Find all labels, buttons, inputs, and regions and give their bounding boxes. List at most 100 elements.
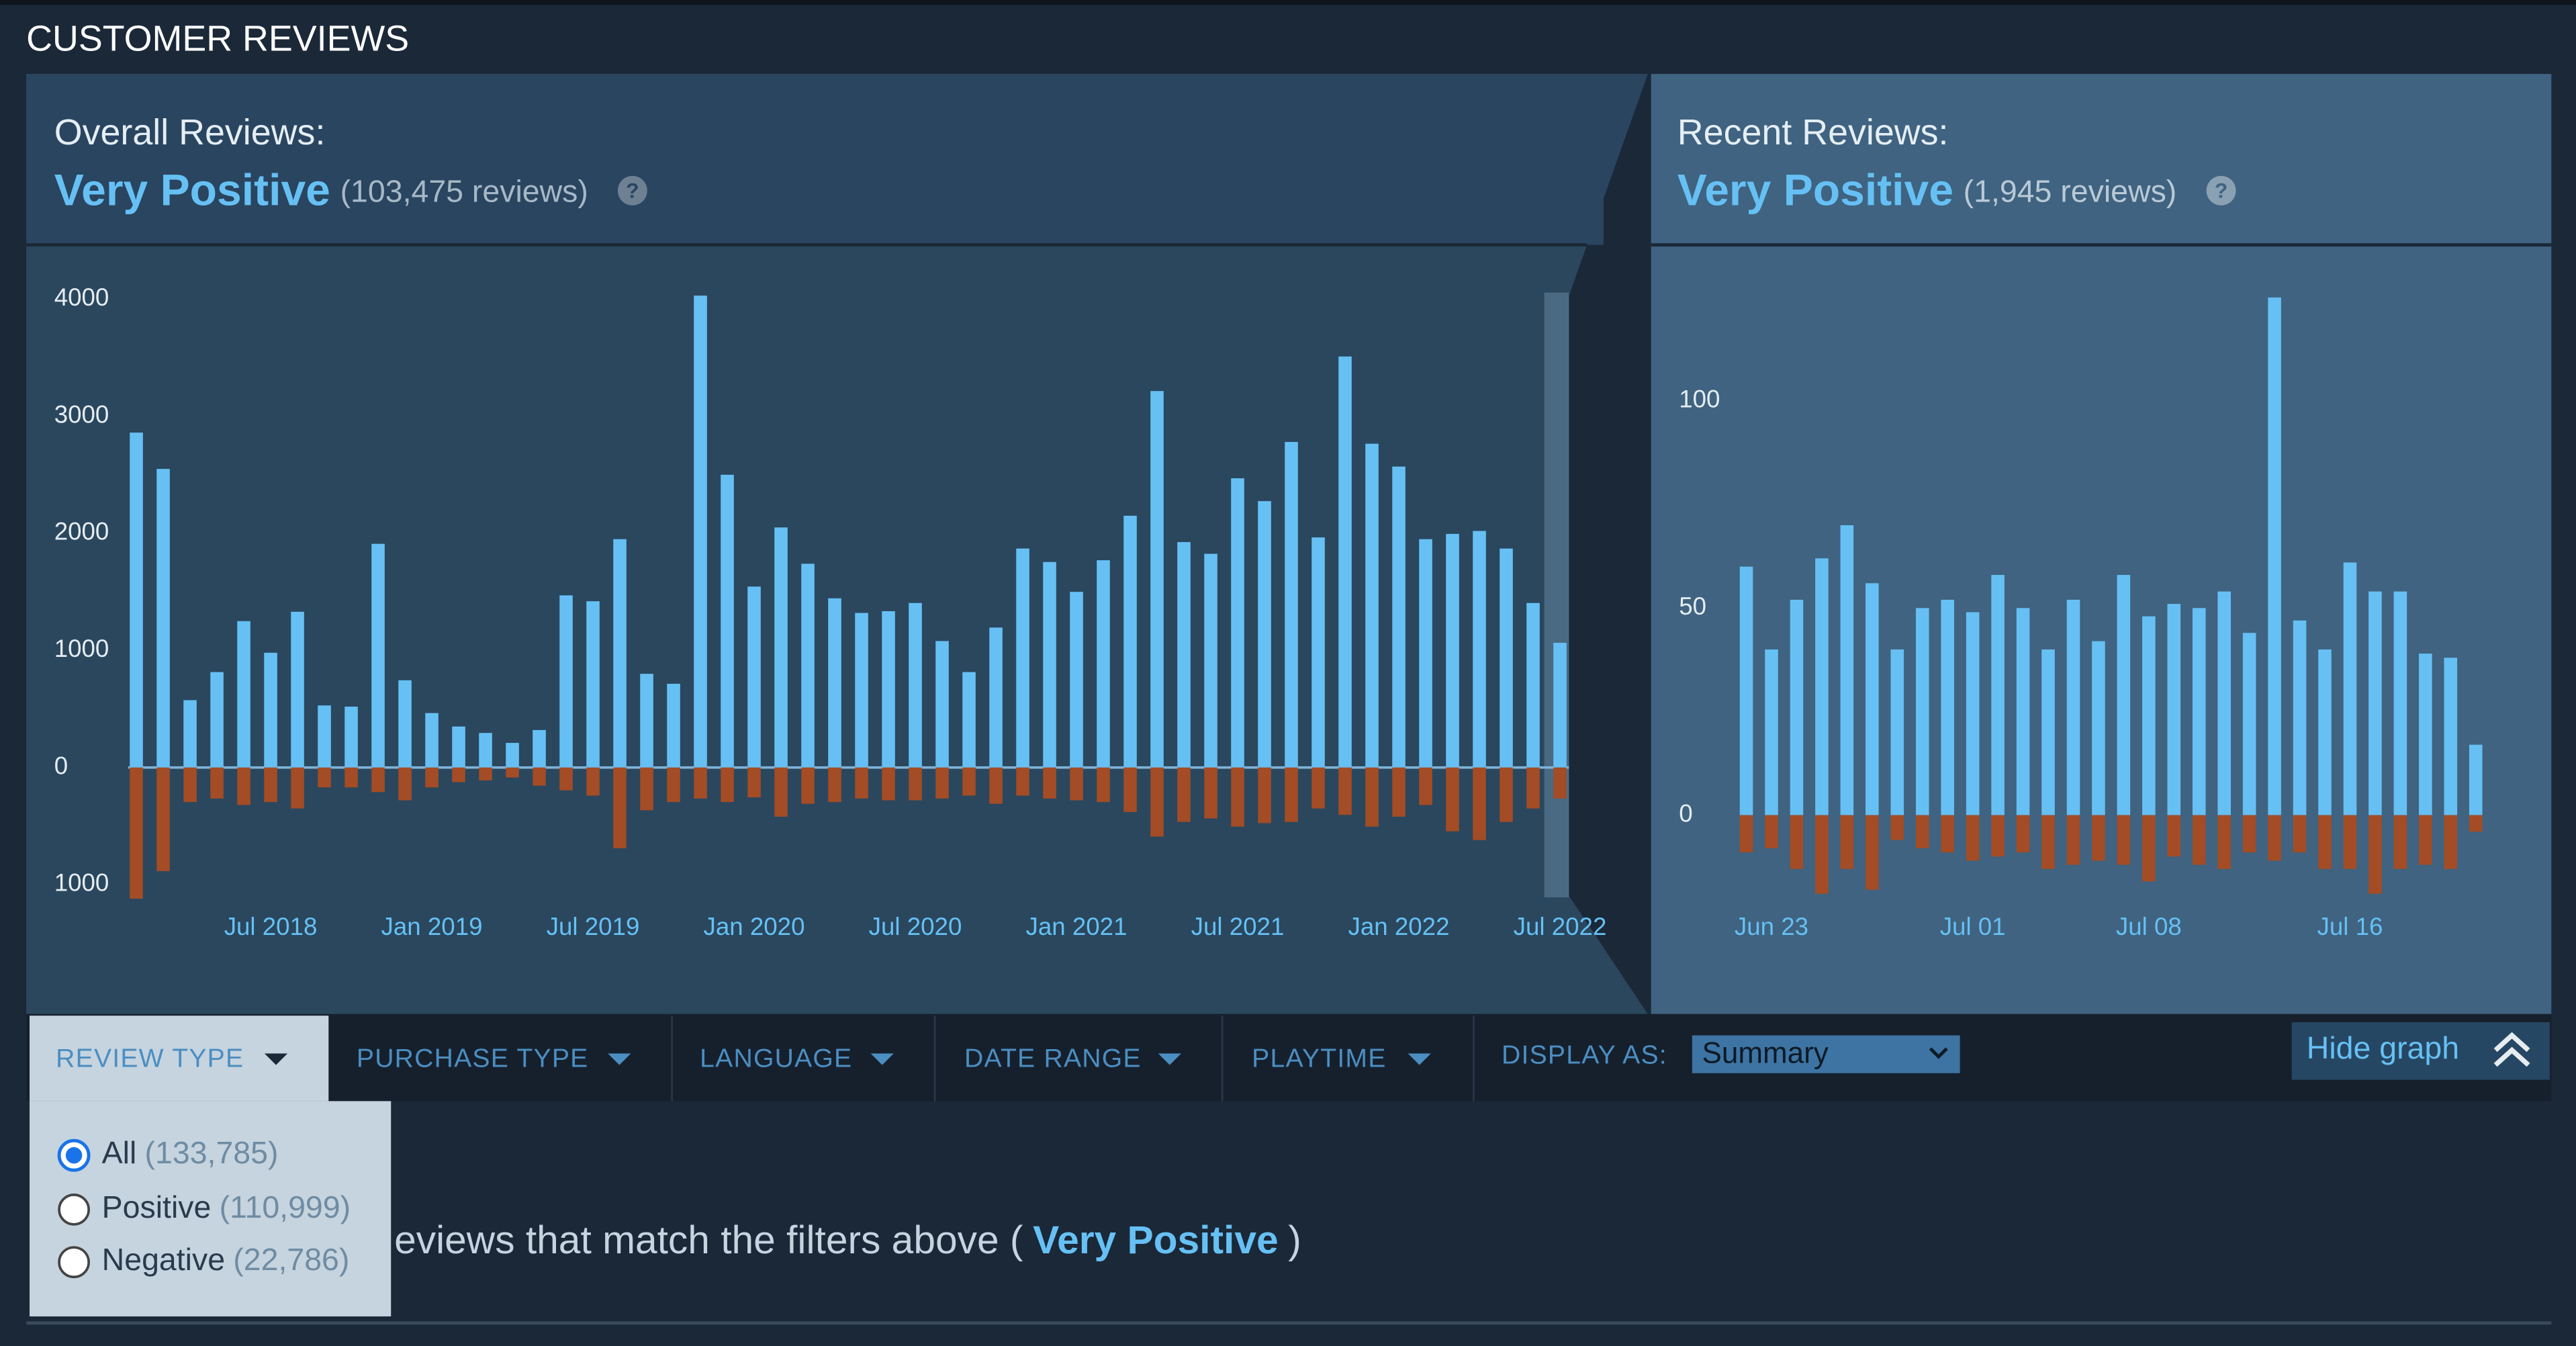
help-text[interactable]: ? xyxy=(626,179,639,203)
bar xyxy=(694,296,707,768)
bar xyxy=(1790,815,1804,869)
summary-close: ) xyxy=(1288,1218,1301,1261)
bar xyxy=(2368,591,2382,815)
bar xyxy=(264,767,277,803)
overall-header-edge xyxy=(1587,74,1648,245)
radio[interactable] xyxy=(58,1194,90,1226)
bar xyxy=(344,707,358,768)
bar xyxy=(506,743,519,768)
y-tick-label: 1000 xyxy=(54,869,109,897)
bar xyxy=(586,601,600,768)
y-tick-label: 0 xyxy=(54,752,68,779)
bar xyxy=(989,767,1003,804)
option-label[interactable]: Positive xyxy=(102,1190,212,1224)
option[interactable]: All (133,785) xyxy=(102,1135,279,1170)
option[interactable]: Positive (110,999) xyxy=(102,1190,351,1224)
bar xyxy=(2318,815,2332,869)
bar xyxy=(989,627,1003,768)
bar xyxy=(882,611,895,768)
bar xyxy=(1312,537,1325,768)
bar xyxy=(183,767,197,803)
caret xyxy=(1408,1053,1431,1065)
display-value[interactable]: Summary xyxy=(1702,1037,1829,1070)
bar xyxy=(2016,608,2030,815)
bar xyxy=(130,767,143,899)
hide-graph-label[interactable]: Hide graph xyxy=(2307,1030,2459,1065)
radio[interactable] xyxy=(58,1246,90,1279)
bar xyxy=(2217,815,2231,869)
bar xyxy=(1419,539,1432,768)
bar xyxy=(1941,599,1954,815)
bar xyxy=(882,767,895,801)
hide-graph-button[interactable] xyxy=(2291,1022,2550,1080)
section-title: CUSTOMER REVIEWS xyxy=(26,18,409,58)
overall-rating: Very Positive xyxy=(54,165,330,215)
bar xyxy=(533,729,546,768)
bar xyxy=(2142,616,2156,815)
bar xyxy=(1991,574,2005,815)
option-label[interactable]: All xyxy=(102,1135,137,1170)
bar xyxy=(1739,566,1753,815)
filter-tab[interactable]: REVIEW TYPE xyxy=(56,1044,244,1073)
bar xyxy=(1526,767,1540,809)
y-tick-label: 100 xyxy=(1679,386,1720,413)
bar xyxy=(2268,815,2281,861)
bar xyxy=(156,469,170,768)
bar xyxy=(1285,767,1298,822)
summary-rating: Very Positive xyxy=(1033,1218,1278,1261)
divider xyxy=(26,243,1588,247)
bar xyxy=(909,767,922,801)
option-count[interactable]: (22,786) xyxy=(233,1242,349,1277)
x-tick-label: Jul 2019 xyxy=(547,913,640,940)
bar xyxy=(2393,815,2407,869)
filter-tab[interactable]: PLAYTIME xyxy=(1252,1044,1386,1073)
bar xyxy=(1338,356,1352,768)
option-count[interactable]: (133,785) xyxy=(145,1135,279,1170)
bar xyxy=(1231,478,1244,768)
bar xyxy=(479,733,492,768)
bar xyxy=(2016,815,2030,853)
filter-tab[interactable]: PURCHASE TYPE xyxy=(357,1044,589,1073)
chevron xyxy=(2493,1046,2530,1067)
chevron xyxy=(2493,1032,2530,1052)
y-tick-label: 2000 xyxy=(54,518,109,545)
bar xyxy=(1915,815,1929,848)
option-count[interactable]: (110,999) xyxy=(220,1190,351,1224)
bar xyxy=(2092,815,2105,861)
bar xyxy=(613,539,627,768)
overall-header-bg xyxy=(26,74,1604,245)
y-tick-label: 4000 xyxy=(54,283,109,311)
help-text[interactable]: ? xyxy=(2215,179,2227,203)
option-label[interactable]: Negative xyxy=(102,1242,225,1277)
bar xyxy=(1890,815,1904,840)
filter-tab[interactable]: DATE RANGE xyxy=(964,1044,1142,1073)
x-tick-label: Jul 08 xyxy=(2116,913,2182,940)
bar xyxy=(2142,815,2156,882)
help-icon[interactable] xyxy=(617,175,647,206)
overall-label: Overall Reviews: xyxy=(54,112,326,152)
bar xyxy=(1991,815,2005,857)
recent-rating: Very Positive xyxy=(1677,165,1953,215)
filter-tab[interactable]: LANGUAGE xyxy=(700,1044,852,1073)
top-border xyxy=(0,0,2576,5)
bar xyxy=(1739,815,1753,853)
option[interactable]: Negative (22,786) xyxy=(102,1242,350,1277)
bottom-rule xyxy=(26,1321,2552,1325)
bar xyxy=(935,641,949,768)
display-select[interactable] xyxy=(1692,1035,1960,1073)
bar xyxy=(2444,658,2458,815)
x-tick-label: Jul 2020 xyxy=(869,913,962,940)
bar xyxy=(2117,815,2131,865)
bar xyxy=(130,433,143,768)
x-tick-label: Jan 2021 xyxy=(1026,913,1128,940)
bar xyxy=(1070,767,1083,801)
recent-summary: Very Positive (1,945 reviews) xyxy=(1677,165,2177,215)
bar xyxy=(1840,815,1854,869)
x-tick-label: Jan 2022 xyxy=(1348,913,1450,940)
bar xyxy=(640,767,653,811)
help-icon[interactable] xyxy=(2206,175,2236,206)
bar xyxy=(398,767,412,801)
bar xyxy=(1097,560,1110,768)
bar xyxy=(559,595,573,768)
bar xyxy=(1765,815,1778,848)
